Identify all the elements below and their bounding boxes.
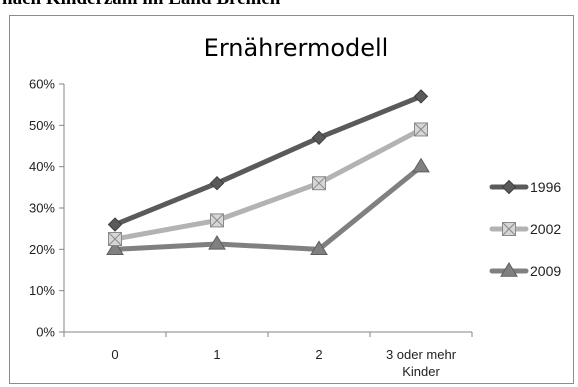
- x-tick-label: 1: [213, 347, 220, 362]
- x-tick-label: 3 oder mehr Kinder: [386, 347, 457, 379]
- data-point-2002: [312, 176, 326, 191]
- series-line-1996: [112, 93, 424, 228]
- legend-label: 2002: [530, 221, 561, 237]
- marker-square-cross: [414, 122, 428, 137]
- y-tick-label: 0%: [36, 325, 55, 340]
- marker-square-cross: [108, 232, 122, 246]
- data-point-2009: [208, 234, 226, 250]
- y-tick-label: 30%: [29, 201, 55, 216]
- series-1996: [107, 89, 429, 232]
- x-tick-label-line: 1: [213, 347, 220, 362]
- data-point-2002: [108, 232, 122, 246]
- x-tick-label-line: Kinder: [402, 364, 440, 379]
- legend-marker: [501, 179, 517, 195]
- y-tick-label: 60%: [29, 77, 55, 92]
- legend-entry-1996: 1996: [489, 179, 561, 195]
- page-heading: nach Kinderzahl im Land Bremen: [2, 0, 280, 10]
- y-tick-label: 50%: [29, 118, 55, 133]
- series-line-2009: [112, 164, 424, 252]
- legend-entry-2002: 2002: [489, 221, 561, 237]
- legend-entry-2009: 2009: [489, 262, 561, 279]
- data-point-2002: [210, 213, 224, 228]
- series-layer: [106, 89, 430, 256]
- data-point-2009: [310, 240, 328, 256]
- data-point-2009: [412, 157, 430, 173]
- data-point-2002: [414, 122, 428, 137]
- x-tick-label: 0: [111, 347, 118, 362]
- marker-square-cross: [312, 176, 326, 191]
- chart-axes: 0% 10% 20% 30% 40% 50% 60% 0 1 2 3 oder mehr Kinder: [29, 77, 473, 379]
- chart-title: Ernährermodell: [204, 34, 389, 62]
- legend-label: 1996: [530, 179, 561, 195]
- data-point-1996: [107, 217, 123, 232]
- x-tick-label-line: 3 oder mehr: [386, 347, 457, 362]
- series-2002: [108, 122, 428, 246]
- chart-legend: 1996 2002 2009: [489, 179, 561, 279]
- marker-square-cross: [502, 222, 516, 236]
- data-point-2009: [106, 240, 124, 256]
- marker-square-cross: [210, 213, 224, 228]
- legend-label: 2009: [530, 263, 561, 279]
- series-line-2002: [112, 126, 424, 242]
- data-point-1996: [209, 175, 225, 191]
- y-tick-label: 10%: [29, 283, 55, 298]
- y-tick-label: 20%: [29, 242, 55, 257]
- x-tick-label: 2: [315, 347, 322, 362]
- x-tick-label-line: 2: [315, 347, 322, 362]
- legend-marker: [502, 222, 516, 236]
- series-2009: [106, 157, 430, 256]
- data-point-1996: [311, 130, 327, 145]
- chart-container: [9, 15, 574, 384]
- legend-marker: [500, 262, 518, 277]
- y-tick-label: 40%: [29, 159, 55, 174]
- data-point-1996: [413, 89, 429, 104]
- x-tick-label-line: 0: [111, 347, 118, 362]
